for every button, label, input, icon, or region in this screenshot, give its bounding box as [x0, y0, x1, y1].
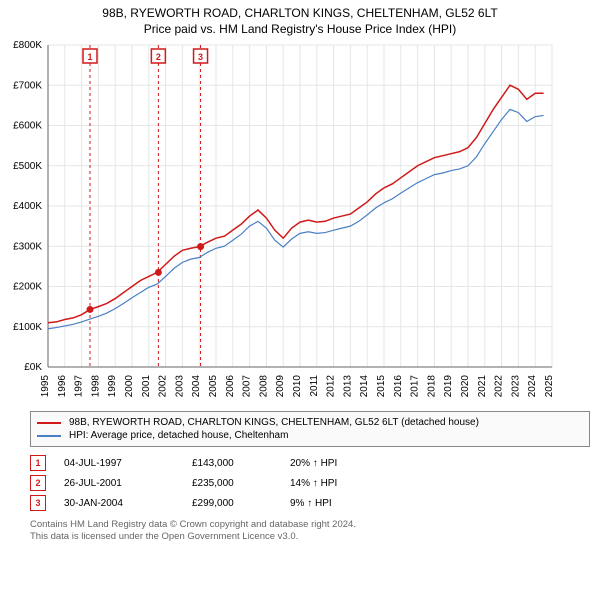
svg-text:2021: 2021 — [477, 375, 488, 398]
svg-text:2017: 2017 — [410, 375, 421, 398]
event-date: 04-JUL-1997 — [64, 458, 174, 469]
svg-text:2007: 2007 — [242, 375, 253, 398]
svg-text:2024: 2024 — [527, 375, 538, 398]
svg-text:2011: 2011 — [309, 375, 320, 397]
event-point-2 — [155, 269, 162, 276]
event-point-3 — [197, 243, 204, 250]
svg-text:£800K: £800K — [13, 40, 42, 51]
event-date: 30-JAN-2004 — [64, 498, 174, 509]
svg-text:1997: 1997 — [74, 375, 85, 398]
svg-text:2023: 2023 — [510, 375, 521, 398]
svg-text:1996: 1996 — [57, 375, 68, 398]
svg-text:1995: 1995 — [40, 375, 51, 398]
event-row-3: 3 30-JAN-2004 £299,000 9% ↑ HPI — [30, 493, 590, 513]
svg-text:2019: 2019 — [443, 375, 454, 398]
svg-text:2002: 2002 — [158, 375, 169, 398]
event-delta: 14% ↑ HPI — [290, 478, 390, 489]
svg-text:2012: 2012 — [326, 375, 337, 398]
event-badge: 1 — [30, 455, 46, 471]
event-delta: 20% ↑ HPI — [290, 458, 390, 469]
svg-text:2013: 2013 — [342, 375, 353, 398]
event-badge: 3 — [30, 495, 46, 511]
title-block: 98B, RYEWORTH ROAD, CHARLTON KINGS, CHEL… — [0, 0, 600, 37]
svg-text:£0K: £0K — [24, 362, 42, 373]
svg-text:2004: 2004 — [191, 375, 202, 398]
event-row-2: 2 26-JUL-2001 £235,000 14% ↑ HPI — [30, 473, 590, 493]
svg-text:2018: 2018 — [426, 375, 437, 398]
title-address: 98B, RYEWORTH ROAD, CHARLTON KINGS, CHEL… — [0, 6, 600, 22]
line-chart: £0K £100K £200K £300K £400K £500K £600K £700K £8… — [0, 37, 560, 407]
svg-text:2014: 2014 — [359, 375, 370, 398]
legend-label: 98B, RYEWORTH ROAD, CHARLTON KINGS, CHEL… — [69, 417, 479, 428]
svg-text:£100K: £100K — [13, 322, 42, 333]
svg-text:£400K: £400K — [13, 201, 42, 212]
svg-text:£300K: £300K — [13, 241, 42, 252]
event-date: 26-JUL-2001 — [64, 478, 174, 489]
svg-text:2005: 2005 — [208, 375, 219, 398]
svg-text:£200K: £200K — [13, 282, 42, 293]
svg-text:2: 2 — [156, 52, 161, 62]
svg-text:2022: 2022 — [494, 375, 505, 398]
svg-text:2016: 2016 — [393, 375, 404, 398]
svg-text:2020: 2020 — [460, 375, 471, 398]
event-point-1 — [87, 306, 94, 313]
svg-text:2025: 2025 — [544, 375, 555, 398]
legend-label: HPI: Average price, detached house, Chel… — [69, 430, 288, 441]
svg-text:2009: 2009 — [275, 375, 286, 398]
svg-text:3: 3 — [198, 52, 203, 62]
svg-text:2015: 2015 — [376, 375, 387, 398]
svg-text:1998: 1998 — [90, 375, 101, 398]
event-price: £235,000 — [192, 478, 272, 489]
legend-swatch — [37, 422, 61, 424]
event-price: £143,000 — [192, 458, 272, 469]
svg-text:2008: 2008 — [258, 375, 269, 398]
footer-line-1: Contains HM Land Registry data © Crown c… — [30, 519, 590, 531]
svg-text:2001: 2001 — [141, 375, 152, 398]
event-price: £299,000 — [192, 498, 272, 509]
event-delta: 9% ↑ HPI — [290, 498, 390, 509]
legend-row-hpi: HPI: Average price, detached house, Chel… — [37, 429, 583, 442]
event-row-1: 1 04-JUL-1997 £143,000 20% ↑ HPI — [30, 453, 590, 473]
svg-text:£600K: £600K — [13, 121, 42, 132]
svg-text:£700K: £700K — [13, 80, 42, 91]
legend-swatch — [37, 435, 61, 437]
svg-text:1: 1 — [87, 52, 92, 62]
legend: 98B, RYEWORTH ROAD, CHARLTON KINGS, CHEL… — [30, 411, 590, 447]
svg-text:2006: 2006 — [225, 375, 236, 398]
price-events-table: 1 04-JUL-1997 £143,000 20% ↑ HPI 2 26-JUL-200… — [30, 453, 590, 513]
svg-text:1999: 1999 — [107, 375, 118, 398]
footer-note: Contains HM Land Registry data © Crown c… — [30, 519, 590, 543]
event-badge: 2 — [30, 475, 46, 491]
legend-row-property: 98B, RYEWORTH ROAD, CHARLTON KINGS, CHEL… — [37, 416, 583, 429]
svg-text:£500K: £500K — [13, 161, 42, 172]
svg-text:2000: 2000 — [124, 375, 135, 398]
footer-line-2: This data is licensed under the Open Gov… — [30, 531, 590, 543]
svg-text:2010: 2010 — [292, 375, 303, 398]
price-chart-panel: 98B, RYEWORTH ROAD, CHARLTON KINGS, CHEL… — [0, 0, 600, 590]
title-subtitle: Price paid vs. HM Land Registry's House … — [0, 22, 600, 38]
svg-text:2003: 2003 — [174, 375, 185, 398]
